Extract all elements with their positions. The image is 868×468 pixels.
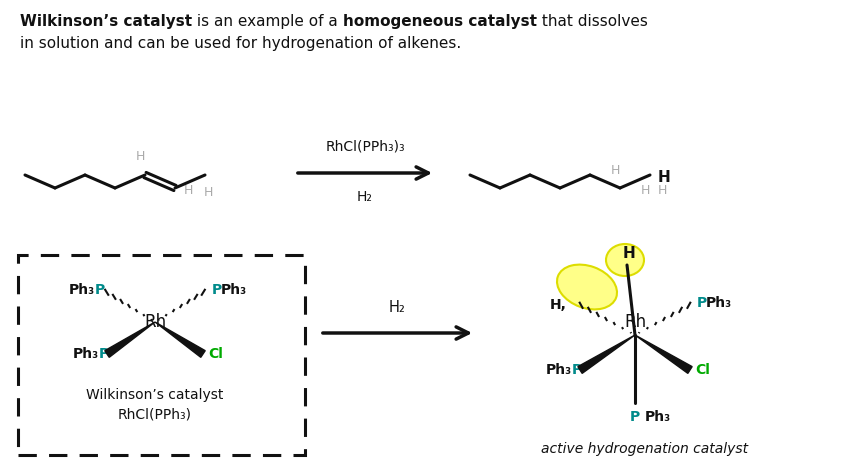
Text: P: P [697,296,707,310]
Text: active hydrogenation catalyst: active hydrogenation catalyst [542,442,748,456]
Text: H: H [641,184,649,197]
Text: Ph₃: Ph₃ [645,410,671,424]
Text: Ph₃: Ph₃ [73,347,99,361]
Text: H: H [657,184,667,197]
Text: Rh: Rh [144,313,166,331]
Text: H: H [203,187,213,199]
Text: Ph₃: Ph₃ [69,283,95,297]
Text: H: H [183,183,193,197]
Text: P: P [630,410,640,424]
Text: P: P [99,347,109,361]
Text: RhCl(PPh₃)₃: RhCl(PPh₃)₃ [326,139,404,153]
Bar [18,255,305,455]
Text: Ph₃: Ph₃ [706,296,732,310]
Text: is an example of a: is an example of a [192,14,343,29]
Text: H: H [135,151,145,163]
Polygon shape [155,322,205,358]
Text: H₂: H₂ [357,190,373,204]
Text: Ph₃: Ph₃ [221,283,247,297]
Text: that dissolves: that dissolves [536,14,648,29]
Text: Wilkinson’s catalyst: Wilkinson’s catalyst [20,14,192,29]
Text: Wilkinson’s catalyst: Wilkinson’s catalyst [86,388,224,402]
Text: homogeneous catalyst: homogeneous catalyst [343,14,536,29]
Text: in solution and can be used for hydrogenation of alkenes.: in solution and can be used for hydrogen… [20,36,461,51]
Text: RhCl(PPh₃): RhCl(PPh₃) [118,408,192,422]
Text: H,: H, [550,298,567,312]
Polygon shape [578,335,635,373]
Text: H₂: H₂ [389,300,405,315]
Text: H: H [622,246,635,261]
Text: Cl: Cl [208,347,223,361]
Ellipse shape [557,264,617,309]
Text: H: H [658,169,670,184]
Polygon shape [635,335,692,373]
Text: P: P [95,283,105,297]
Text: P: P [212,283,222,297]
Text: H: H [610,163,620,176]
Ellipse shape [606,244,644,276]
Text: Rh: Rh [624,313,646,331]
Text: Ph₃: Ph₃ [546,363,572,377]
Polygon shape [105,322,155,358]
Text: P: P [572,363,582,377]
Text: Cl: Cl [695,363,710,377]
